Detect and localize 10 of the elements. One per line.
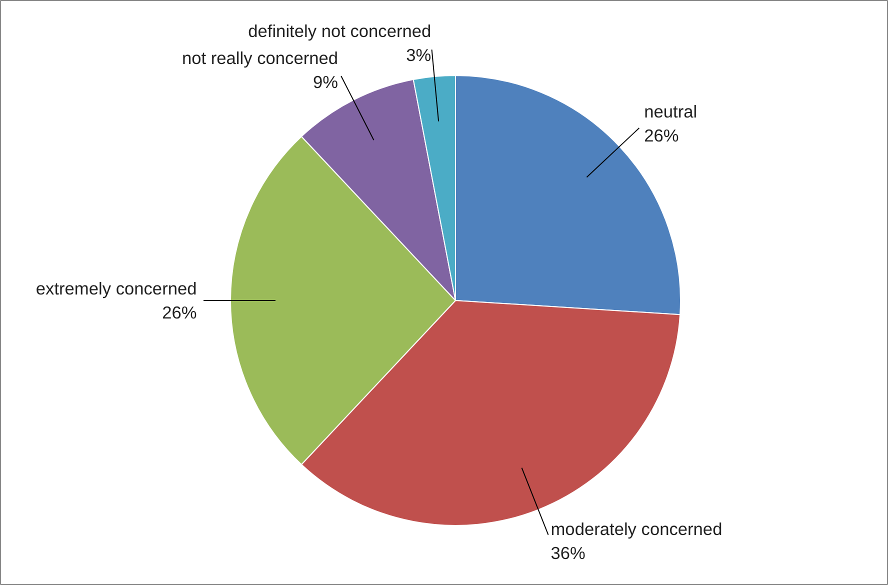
slice-label: definitely not concerned [248, 20, 432, 41]
data-label: 3% [406, 44, 432, 65]
data-label: 36% [550, 543, 586, 564]
slice-label: extremely concerned [36, 278, 197, 298]
data-label: 26% [162, 302, 197, 322]
slice-label: neutral [644, 101, 698, 122]
data-label: 9% [312, 72, 338, 92]
slice-label: not really concerned [182, 48, 338, 68]
slice-label: moderately concerned [550, 519, 722, 540]
data-label: 26% [644, 125, 679, 146]
